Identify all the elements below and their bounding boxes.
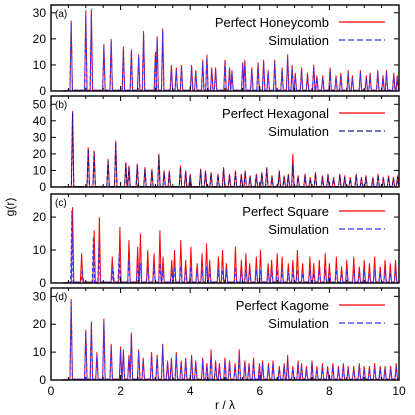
panel-tag: (d) — [55, 292, 67, 303]
series-simulation — [61, 12, 400, 92]
series-line — [61, 301, 399, 381]
x-tick-label: 6 — [256, 384, 263, 398]
y-tick-label: 0 — [39, 276, 46, 290]
y-tick-label: 40 — [33, 114, 47, 128]
panel-d: 0 10 20 30 (d) Perfect Kagome Simulation — [33, 287, 400, 387]
y-tick-label: 20 — [33, 210, 47, 224]
y-tick-label: 0 — [39, 84, 46, 98]
legend-label: Perfect Square — [242, 204, 329, 219]
y-tick-label: 10 — [33, 345, 47, 359]
legend-label: Simulation — [268, 33, 329, 48]
panel-tag: (c) — [55, 198, 67, 209]
legend-label: Simulation — [268, 316, 329, 331]
x-tick-label: 4 — [187, 384, 194, 398]
series-line — [61, 110, 400, 188]
series-simulation — [61, 112, 400, 188]
series-line — [61, 210, 399, 284]
series-simulation — [61, 301, 399, 381]
legend-label: Perfect Hexagonal — [222, 106, 329, 121]
y-axis-label: g(r) — [3, 198, 17, 217]
y-tick-label: 10 — [33, 243, 47, 257]
panel-a: 0 10 20 30 (a) Perfect Honeycomb Simulation — [33, 4, 400, 98]
panel-tag: (a) — [55, 9, 67, 20]
panel-b: 0 10 20 30 40 50 (b) Perfect Hexagonal Simulatio… — [33, 95, 400, 194]
x-axis-label: r / λ — [215, 398, 235, 412]
x-tick-label: 8 — [326, 384, 333, 398]
y-tick-label: 20 — [33, 317, 47, 331]
series-line — [61, 112, 400, 188]
y-tick-label: 10 — [33, 58, 47, 72]
series-line — [61, 12, 400, 92]
series-perfect — [61, 110, 400, 188]
y-tick-label: 30 — [33, 130, 47, 144]
x-tick-label: 10 — [392, 384, 406, 398]
legend-label: Perfect Kagome — [236, 298, 329, 313]
panel-c: 0 10 20 (c) Perfect Square Simulation — [33, 193, 400, 290]
y-tick-label: 50 — [33, 97, 47, 111]
legend-label: Simulation — [268, 124, 329, 139]
y-tick-label: 0 — [39, 180, 46, 194]
legend-label: Perfect Honeycomb — [215, 15, 329, 30]
panel-tag: (b) — [55, 100, 67, 111]
y-tick-label: 30 — [33, 289, 47, 303]
y-tick-label: 20 — [33, 32, 47, 46]
legend-label: Simulation — [268, 222, 329, 237]
y-tick-label: 30 — [33, 6, 47, 20]
y-tick-label: 10 — [33, 163, 47, 177]
series-simulation — [61, 210, 399, 284]
y-tick-label: 20 — [33, 147, 47, 161]
plot-frame — [50, 193, 400, 284]
x-tick-label: 2 — [117, 384, 124, 398]
x-tick-label: 0 — [48, 384, 55, 398]
y-tick-label: 0 — [39, 373, 46, 387]
